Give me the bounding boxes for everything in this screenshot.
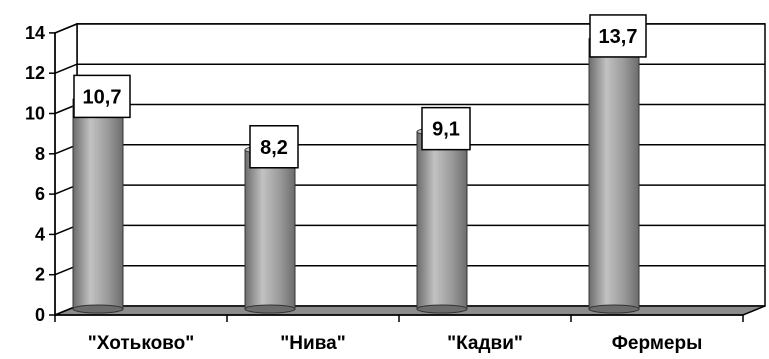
- data-label-box: [421, 106, 471, 151]
- chart-floor: [54, 305, 766, 316]
- bar-base: [72, 304, 124, 314]
- gridline-side: [54, 23, 78, 34]
- y-tick-label: 2: [35, 265, 45, 285]
- data-label-text: 8,2: [260, 137, 288, 159]
- y-tick-label: 8: [35, 144, 45, 164]
- data-label-text: 9,1: [432, 119, 460, 141]
- data-labels: 10,7 8,2 9,1 13,7: [73, 14, 647, 169]
- bar: [588, 34, 640, 314]
- y-tick-label: 14: [25, 23, 45, 43]
- bar-body: [72, 98, 124, 310]
- x-tick-label: Фермеры: [612, 333, 703, 354]
- data-label-text: 10,7: [83, 86, 122, 108]
- y-axis: 0 2 4 6 8 10 12 14: [25, 23, 56, 325]
- bar-body: [588, 38, 640, 310]
- x-axis: "Хотьково" "Нива" "Кадви" Фермеры: [54, 314, 744, 354]
- x-tick-label: "Нива": [280, 333, 345, 354]
- y-tick-label: 12: [25, 63, 45, 83]
- y-tick-label: 0: [35, 305, 45, 325]
- y-tick-label: 4: [35, 224, 45, 244]
- data-label-box: [589, 14, 647, 58]
- y-tick-label: 10: [25, 104, 45, 124]
- bar-base: [588, 304, 640, 314]
- bar-body: [244, 149, 296, 310]
- bar-base: [416, 304, 468, 314]
- data-label: 9,1: [421, 106, 471, 151]
- data-label-text: 13,7: [599, 26, 638, 48]
- data-label-box: [73, 74, 131, 119]
- x-tick-label: "Хотьково": [88, 333, 194, 354]
- bar-body: [416, 131, 468, 310]
- y-tick-label: 6: [35, 184, 45, 204]
- bar: [72, 94, 124, 314]
- data-label: 13,7: [589, 14, 647, 58]
- x-tick-label: "Кадви": [447, 333, 523, 354]
- data-label: 10,7: [73, 74, 131, 119]
- bar: [416, 127, 468, 314]
- data-label-box: [249, 125, 299, 169]
- gridline-side: [54, 63, 78, 74]
- chart-frame: [54, 22, 766, 317]
- bar-base: [244, 304, 296, 314]
- bar: [244, 145, 296, 314]
- data-label: 8,2: [249, 125, 299, 169]
